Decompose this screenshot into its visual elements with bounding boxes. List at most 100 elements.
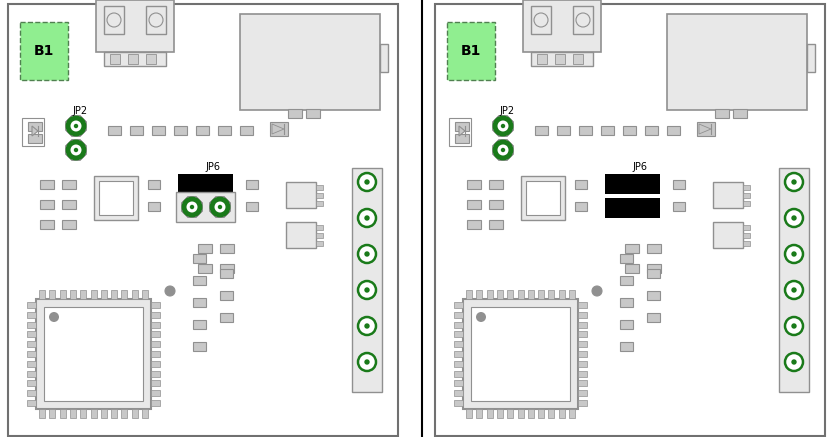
Bar bbox=[193, 254, 206, 263]
Bar bbox=[467, 180, 481, 189]
Bar bbox=[575, 202, 587, 211]
Bar bbox=[101, 409, 107, 418]
Bar bbox=[620, 276, 633, 285]
Bar bbox=[316, 185, 323, 190]
Bar bbox=[27, 400, 36, 406]
Bar bbox=[151, 341, 160, 347]
Circle shape bbox=[364, 179, 370, 185]
Bar bbox=[27, 390, 36, 396]
Bar bbox=[178, 174, 233, 194]
Circle shape bbox=[74, 148, 78, 152]
Circle shape bbox=[66, 117, 86, 135]
Bar bbox=[454, 361, 463, 367]
Polygon shape bbox=[272, 124, 284, 134]
Circle shape bbox=[66, 141, 86, 160]
Circle shape bbox=[785, 281, 803, 299]
Bar bbox=[220, 269, 233, 278]
Bar bbox=[620, 342, 633, 351]
Circle shape bbox=[364, 251, 370, 257]
Bar bbox=[526, 181, 560, 215]
Circle shape bbox=[791, 179, 797, 185]
Text: JP2: JP2 bbox=[499, 106, 514, 116]
Bar bbox=[713, 222, 743, 248]
Bar bbox=[196, 126, 209, 135]
Bar bbox=[151, 400, 160, 406]
Circle shape bbox=[107, 13, 121, 27]
Bar bbox=[743, 185, 750, 190]
Bar bbox=[538, 290, 545, 299]
Circle shape bbox=[211, 198, 229, 216]
Bar bbox=[578, 400, 587, 406]
Bar bbox=[28, 122, 42, 131]
Bar bbox=[62, 180, 76, 189]
Bar bbox=[96, 0, 174, 52]
Bar bbox=[151, 302, 160, 308]
Bar bbox=[193, 276, 206, 285]
Bar bbox=[559, 409, 565, 418]
Circle shape bbox=[74, 124, 78, 128]
Bar bbox=[193, 298, 206, 307]
Bar bbox=[647, 313, 660, 322]
Bar bbox=[557, 126, 570, 135]
Bar bbox=[578, 302, 587, 308]
Bar bbox=[193, 342, 206, 351]
Bar bbox=[151, 312, 160, 318]
Circle shape bbox=[183, 198, 201, 216]
Bar bbox=[286, 222, 316, 248]
Circle shape bbox=[493, 117, 513, 135]
Bar bbox=[104, 6, 124, 34]
Bar bbox=[435, 4, 825, 436]
Bar bbox=[39, 409, 45, 418]
Bar bbox=[220, 264, 234, 273]
Bar bbox=[743, 233, 750, 238]
Bar bbox=[27, 351, 36, 357]
Bar bbox=[270, 122, 288, 136]
Bar bbox=[518, 290, 524, 299]
Bar bbox=[110, 54, 120, 64]
Bar bbox=[316, 241, 323, 246]
Bar bbox=[142, 290, 148, 299]
Bar bbox=[27, 371, 36, 377]
Bar bbox=[743, 193, 750, 198]
Bar bbox=[240, 14, 380, 110]
Bar bbox=[151, 380, 160, 386]
Bar bbox=[27, 302, 36, 308]
Bar bbox=[487, 290, 492, 299]
Circle shape bbox=[358, 173, 376, 191]
Bar bbox=[743, 225, 750, 230]
Bar bbox=[743, 201, 750, 206]
Polygon shape bbox=[32, 126, 38, 136]
Bar bbox=[27, 331, 36, 337]
Circle shape bbox=[791, 215, 797, 221]
Bar bbox=[94, 176, 138, 220]
Bar bbox=[489, 200, 503, 209]
Bar bbox=[91, 290, 96, 299]
Circle shape bbox=[791, 287, 797, 293]
Bar bbox=[36, 299, 151, 409]
Circle shape bbox=[498, 145, 508, 156]
Bar bbox=[146, 6, 166, 34]
Bar bbox=[489, 180, 503, 189]
Bar bbox=[455, 134, 469, 143]
Bar bbox=[555, 54, 565, 64]
Bar bbox=[454, 371, 463, 377]
Bar bbox=[647, 291, 660, 300]
Circle shape bbox=[186, 201, 197, 212]
Bar bbox=[667, 14, 807, 110]
Circle shape bbox=[215, 201, 226, 212]
Bar bbox=[455, 122, 469, 131]
Circle shape bbox=[791, 359, 797, 365]
Bar bbox=[316, 225, 323, 230]
Bar bbox=[477, 290, 482, 299]
Bar bbox=[151, 322, 160, 328]
Bar bbox=[569, 290, 575, 299]
Circle shape bbox=[785, 245, 803, 263]
Bar bbox=[151, 371, 160, 377]
Bar bbox=[130, 126, 143, 135]
Circle shape bbox=[493, 141, 513, 160]
Bar bbox=[70, 290, 76, 299]
Bar bbox=[111, 290, 117, 299]
Circle shape bbox=[791, 251, 797, 257]
Bar bbox=[454, 390, 463, 396]
Bar bbox=[673, 180, 685, 189]
